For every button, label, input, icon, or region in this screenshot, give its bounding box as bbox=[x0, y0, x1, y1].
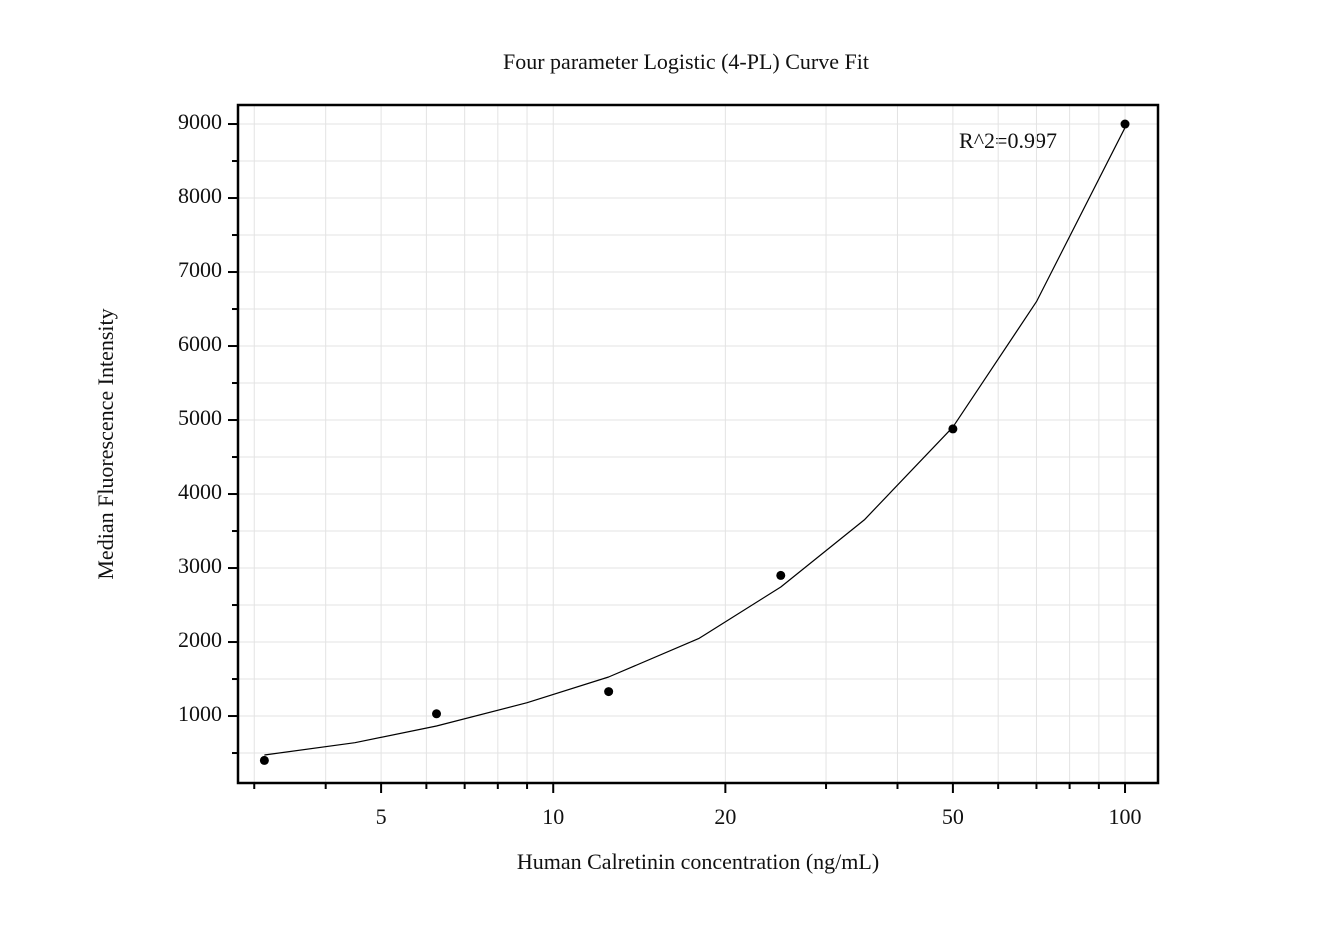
y-tick-label: 1000 bbox=[178, 701, 222, 726]
y-tick-label: 2000 bbox=[178, 627, 222, 652]
y-tick-label: 8000 bbox=[178, 183, 222, 208]
y-tick-label: 7000 bbox=[178, 257, 222, 282]
data-point bbox=[776, 570, 786, 580]
annotation: R^2=0.997 bbox=[959, 128, 1057, 153]
y-tick-label: 5000 bbox=[178, 405, 222, 430]
y-tick-label: 3000 bbox=[178, 553, 222, 578]
x-tick-label: 20 bbox=[714, 804, 736, 829]
y-tick-label: 4000 bbox=[178, 479, 222, 504]
y-tick-label: 6000 bbox=[178, 331, 222, 356]
data-point bbox=[948, 424, 958, 434]
data-point bbox=[604, 687, 614, 697]
x-tick-label: 5 bbox=[376, 804, 387, 829]
plot-frame bbox=[236, 103, 1160, 785]
data-point bbox=[432, 709, 442, 719]
fit-curve bbox=[264, 127, 1126, 756]
x-tick-label: 50 bbox=[942, 804, 964, 829]
x-tick-label: 10 bbox=[542, 804, 564, 829]
chart-title: Four parameter Logistic (4-PL) Curve Fit bbox=[503, 49, 869, 74]
y-axis-label: Median Fluorescence Intensity bbox=[93, 308, 118, 579]
data-point bbox=[1120, 119, 1130, 129]
data-point bbox=[259, 755, 269, 765]
y-tick-label: 9000 bbox=[178, 109, 222, 134]
x-axis-label: Human Calretinin concentration (ng/mL) bbox=[517, 849, 879, 874]
x-tick-label: 100 bbox=[1109, 804, 1142, 829]
